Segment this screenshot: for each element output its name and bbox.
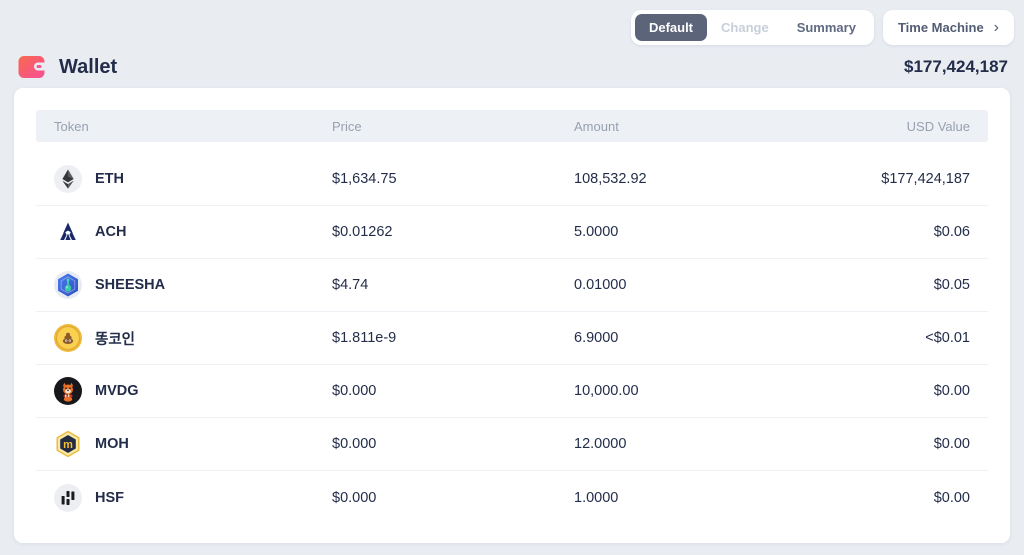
token-symbol: ETH xyxy=(95,171,124,187)
hsf-token-icon xyxy=(54,483,82,512)
wallet-total-value: $177,424,187 xyxy=(904,57,1008,76)
token-amount: 1.0000 xyxy=(574,489,619,506)
token-symbol: SHEESHA xyxy=(95,277,166,293)
tab-change[interactable]: Change xyxy=(721,20,769,35)
moh-token-icon: m xyxy=(56,430,80,458)
table-row-hsf[interactable]: HSF $0.000 1.0000 $0.00 xyxy=(36,471,988,524)
eth-token-icon xyxy=(54,165,82,193)
table-row-sheesha[interactable]: SHEESHA $4.74 0.01000 $0.05 xyxy=(36,259,988,312)
token-amount: 0.01000 xyxy=(574,277,627,293)
token-price: $0.000 xyxy=(332,489,377,506)
table-row-moh[interactable]: m MOH $0.000 12.0000 $0.00 xyxy=(36,418,988,471)
wallet-header: Wallet $177,424,187 xyxy=(0,48,1024,86)
token-price: $1,634.75 xyxy=(332,171,397,187)
token-symbol: MVDG xyxy=(95,383,139,399)
table-body: ETH $1,634.75 108,532.92 $177,424,187 AC… xyxy=(36,153,988,524)
table-row-eth[interactable]: ETH $1,634.75 108,532.92 $177,424,187 xyxy=(36,153,988,206)
token-symbol: ACH xyxy=(95,224,127,240)
column-header-usd-value: USD Value xyxy=(906,118,970,134)
view-switcher: Default Change Summary xyxy=(630,10,874,45)
token-amount: 10,000.00 xyxy=(574,383,639,399)
token-amount: 12.0000 xyxy=(574,436,627,452)
table-row-poop-coin[interactable]: 똥코인 $1.811e-9 6.9000 <$0.01 xyxy=(36,312,988,365)
column-header-amount: Amount xyxy=(574,118,619,134)
token-amount: 108,532.92 xyxy=(574,171,647,187)
top-controls: Default Change Summary Time Machine › xyxy=(630,10,1014,45)
token-amount: 6.9000 xyxy=(574,330,619,346)
token-price: $0.01262 xyxy=(332,224,393,240)
tab-summary[interactable]: Summary xyxy=(796,20,856,35)
moh-letter: m xyxy=(63,439,73,451)
wallet-table-card: Token Price Amount USD Value ETH $1,634.… xyxy=(14,88,1010,543)
wallet-icon xyxy=(18,56,45,78)
chevron-right-icon: › xyxy=(993,18,999,36)
table-header-row: Token Price Amount USD Value xyxy=(36,110,988,142)
tab-default[interactable]: Default xyxy=(634,14,708,41)
table-row-ach[interactable]: ACH $0.01262 5.0000 $0.06 xyxy=(36,206,988,259)
token-price: $0.000 xyxy=(332,383,377,399)
time-machine-button[interactable]: Time Machine › xyxy=(882,10,1014,45)
token-symbol: HSF xyxy=(95,489,124,506)
time-machine-label: Time Machine xyxy=(897,20,984,35)
token-price: $1.811e-9 xyxy=(332,330,397,346)
token-symbol: 똥코인 xyxy=(95,331,136,348)
page-title: Wallet xyxy=(59,55,118,78)
sheesha-token-icon xyxy=(54,271,82,299)
token-usd-value: $0.00 xyxy=(933,436,970,452)
mvdg-token-icon xyxy=(54,377,82,405)
column-header-token: Token xyxy=(54,118,89,134)
token-price: $4.74 xyxy=(332,277,369,293)
token-price: $0.000 xyxy=(332,436,377,452)
column-header-price: Price xyxy=(332,118,362,134)
token-amount: 5.0000 xyxy=(574,224,619,240)
ach-token-icon xyxy=(60,222,76,240)
token-usd-value: $0.00 xyxy=(933,383,970,399)
poop-coin-token-icon xyxy=(54,324,82,352)
token-usd-value: $177,424,187 xyxy=(881,171,970,187)
token-usd-value: <$0.01 xyxy=(925,330,970,346)
table-row-mvdg[interactable]: MVDG $0.000 10,000.00 $0.00 xyxy=(36,365,988,418)
token-symbol: MOH xyxy=(95,436,129,452)
token-usd-value: $0.05 xyxy=(933,277,970,293)
token-usd-value: $0.00 xyxy=(933,489,970,506)
token-usd-value: $0.06 xyxy=(933,224,970,240)
